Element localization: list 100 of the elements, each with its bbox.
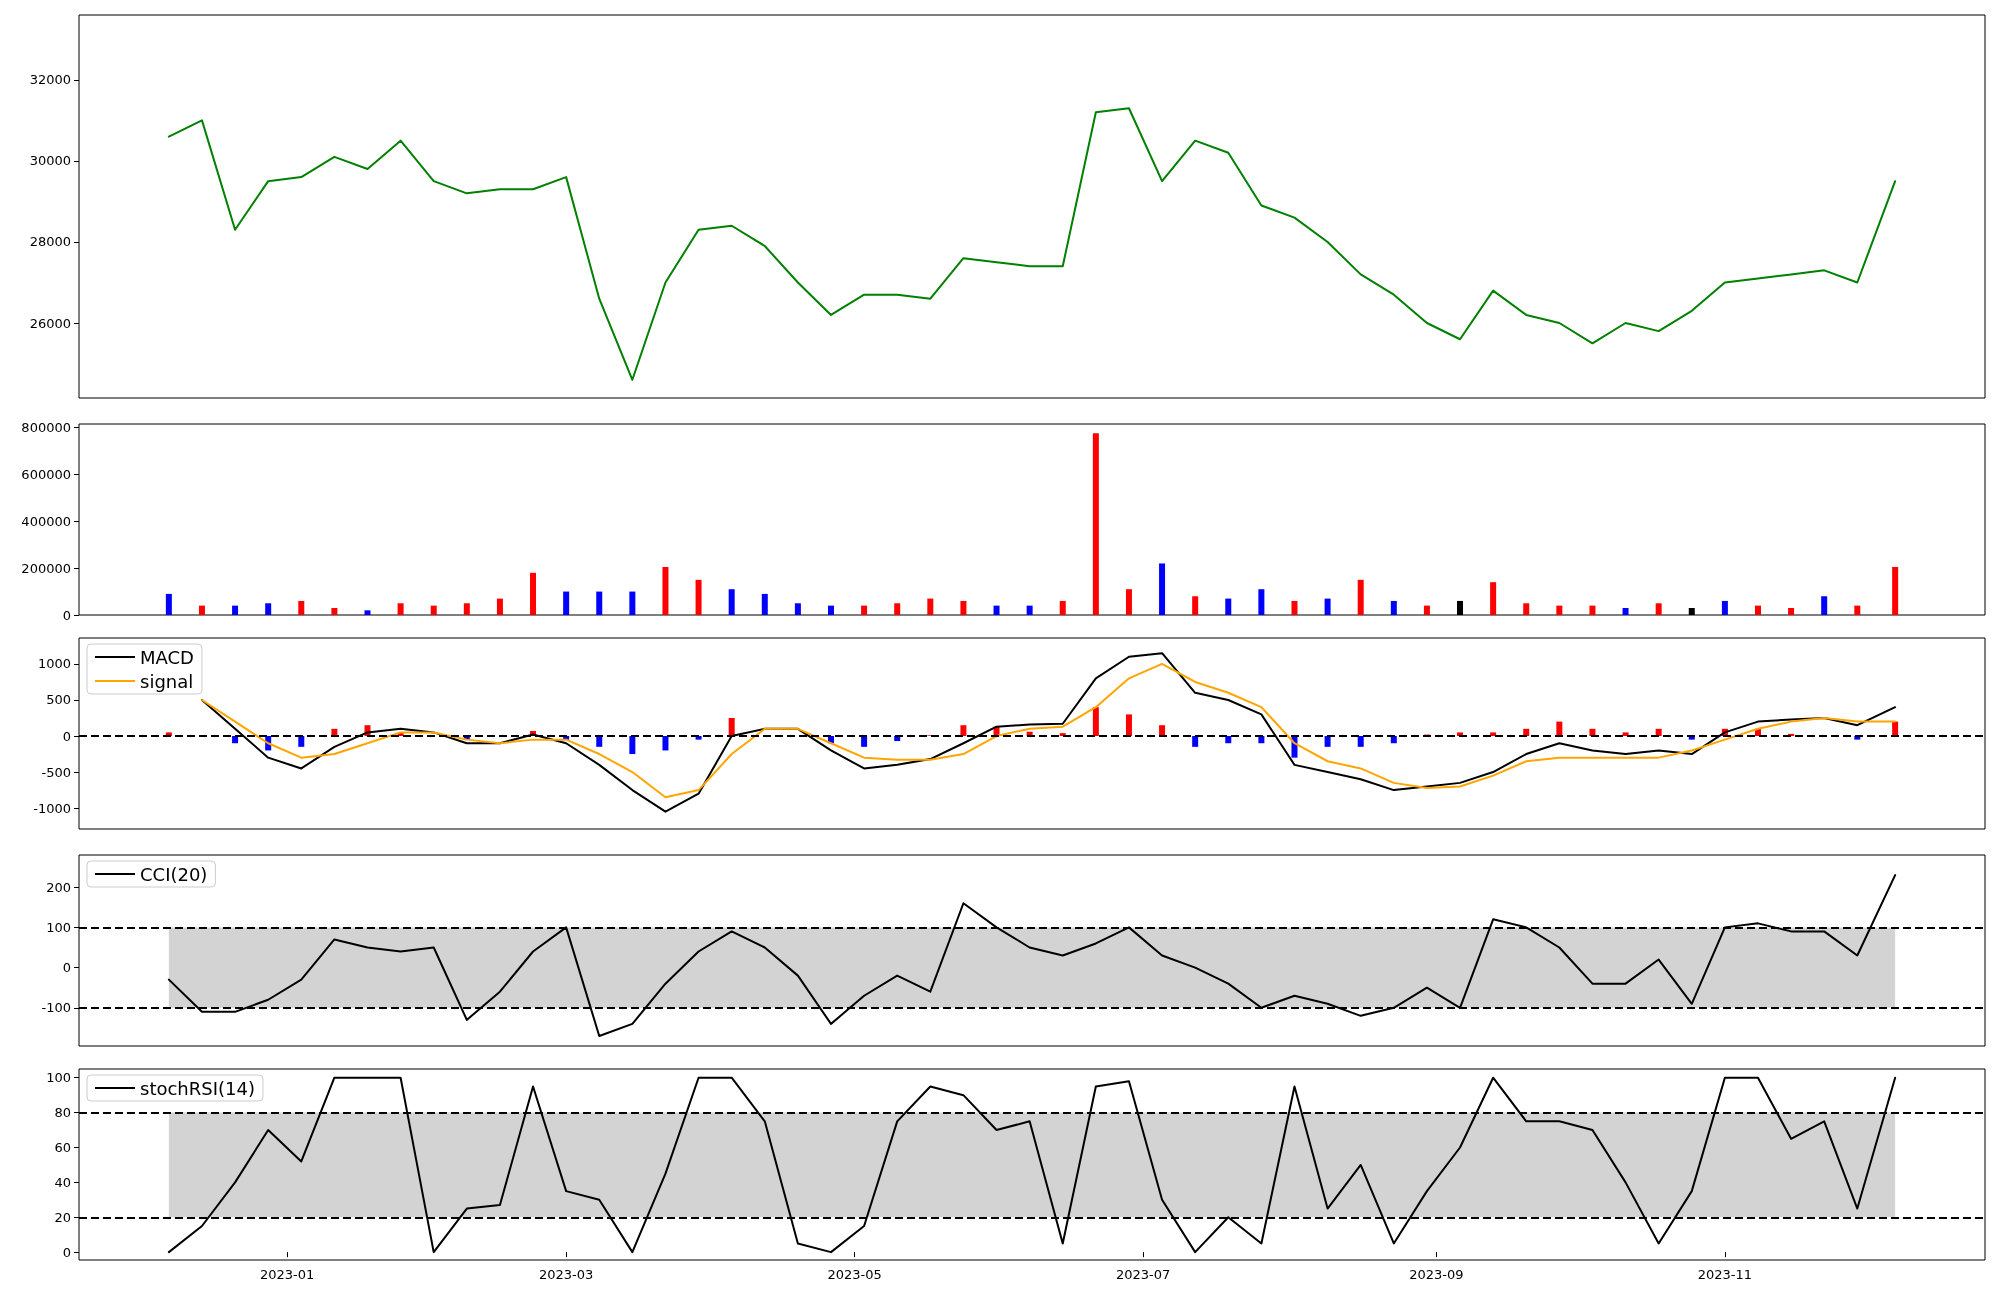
- y-tick-label: 200: [46, 879, 71, 895]
- bar: [563, 591, 570, 615]
- bar: [1357, 736, 1364, 747]
- y-tick-label: 40: [54, 1174, 71, 1190]
- y-tick-label: 0: [62, 1244, 71, 1260]
- bar: [1225, 736, 1232, 744]
- y-tick-label: 28000: [29, 234, 71, 250]
- bar: [496, 598, 503, 615]
- bar: [1589, 605, 1596, 615]
- bar: [1258, 589, 1265, 615]
- legend-label: MACD: [140, 646, 194, 668]
- bar: [1059, 600, 1066, 615]
- y-tick-label: 0: [62, 728, 71, 744]
- y-tick-label: 400000: [21, 513, 71, 529]
- bar: [1092, 707, 1099, 737]
- bar: [198, 605, 205, 615]
- bar: [1490, 732, 1497, 737]
- bar: [1854, 605, 1861, 615]
- bar: [1324, 598, 1331, 615]
- bar: [331, 607, 338, 615]
- bar: [1655, 603, 1662, 615]
- bar: [1125, 714, 1132, 737]
- y-tick-label: 80: [54, 1105, 71, 1121]
- bar: [1556, 605, 1563, 615]
- bar: [1159, 563, 1166, 615]
- bar: [530, 572, 537, 615]
- y-tick-label: 600000: [21, 466, 71, 482]
- bar: [1026, 605, 1033, 615]
- y-tick-label: 200000: [21, 560, 71, 576]
- y-tick-label: -100: [41, 1000, 71, 1016]
- bar: [232, 736, 239, 744]
- bar: [662, 736, 669, 751]
- x-tick-label: 2023-07: [1115, 1267, 1171, 1282]
- bar: [298, 736, 305, 747]
- bar: [596, 736, 603, 747]
- y-tick-label: 100: [46, 1070, 71, 1086]
- bar: [828, 605, 834, 615]
- y-tick-label: 30000: [29, 153, 71, 169]
- bar: [463, 603, 470, 615]
- bar: [695, 579, 702, 615]
- bar: [1655, 728, 1662, 737]
- legend-label: stochRSI(14): [140, 1077, 255, 1099]
- bar: [761, 593, 768, 615]
- bar: [794, 603, 801, 615]
- bar: [894, 603, 901, 615]
- y-tick-label: 32000: [29, 72, 71, 88]
- bar: [265, 603, 272, 615]
- legend-label: signal: [140, 670, 194, 692]
- bar: [397, 603, 404, 615]
- bar: [662, 566, 669, 615]
- bar: [1622, 607, 1629, 615]
- y-tick-label: 20: [54, 1209, 71, 1225]
- bar: [993, 605, 1000, 615]
- bar: [1788, 607, 1795, 615]
- y-tick-label: 0: [62, 607, 71, 623]
- x-tick-label: 2023-11: [1697, 1267, 1753, 1282]
- bar: [1721, 600, 1728, 615]
- bar: [364, 610, 371, 615]
- bar: [960, 725, 967, 737]
- bar: [1159, 725, 1166, 737]
- legend-label: CCI(20): [140, 863, 208, 885]
- y-tick-label: -500: [41, 764, 71, 780]
- bar: [1523, 603, 1530, 615]
- y-tick-label: 26000: [29, 315, 71, 331]
- bar: [728, 589, 735, 615]
- bar: [1092, 433, 1099, 615]
- bar: [629, 736, 636, 755]
- bar: [1291, 600, 1298, 615]
- bar: [629, 591, 636, 615]
- line-series: [167, 107, 1897, 381]
- bar: [1754, 605, 1761, 615]
- bar: [861, 605, 868, 615]
- bar: [728, 718, 735, 737]
- x-tick-label: 2023-01: [259, 1267, 315, 1282]
- y-tick-label: 0: [62, 960, 71, 976]
- y-tick-label: 800000: [21, 420, 71, 436]
- bar: [1556, 721, 1563, 737]
- y-tick-label: 100: [46, 919, 71, 935]
- bar: [927, 598, 934, 615]
- y-tick-label: 60: [54, 1139, 71, 1155]
- bar: [1892, 566, 1899, 615]
- bar: [1225, 598, 1232, 615]
- bar: [298, 600, 305, 615]
- bar: [1490, 582, 1497, 615]
- bar: [165, 593, 172, 615]
- bar: [1357, 579, 1364, 615]
- x-tick-label: 2023-03: [538, 1267, 594, 1282]
- bar: [1192, 736, 1199, 747]
- bar: [596, 591, 603, 615]
- bar: [232, 605, 239, 615]
- bar: [1390, 600, 1397, 615]
- y-tick-label: -1000: [33, 800, 71, 816]
- bar: [1192, 596, 1199, 615]
- bar: [960, 600, 967, 615]
- y-tick-label: 500: [46, 692, 71, 708]
- x-tick-label: 2023-05: [827, 1267, 882, 1282]
- bar: [1324, 736, 1331, 747]
- bar: [1821, 596, 1828, 615]
- bar: [1423, 605, 1430, 615]
- bar: [430, 605, 437, 615]
